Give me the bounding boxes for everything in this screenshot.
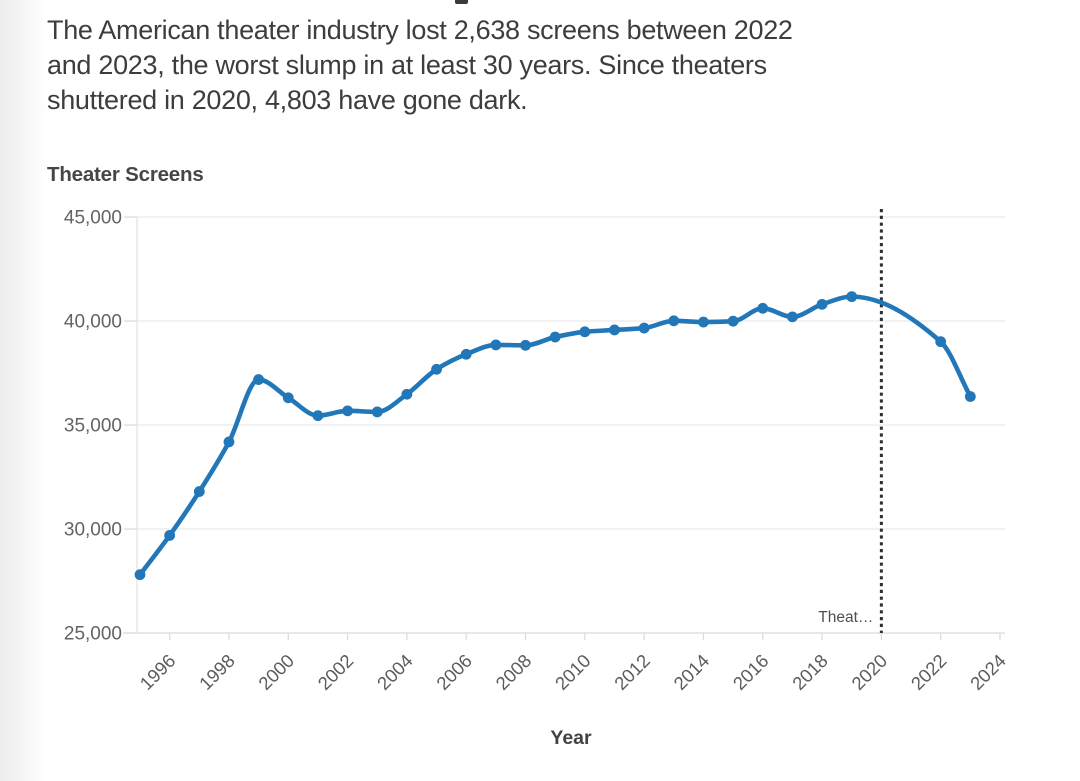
y-tick-label: 30,000 [64, 520, 122, 541]
data-point [816, 298, 828, 310]
data-point [253, 374, 265, 385]
data-point [431, 363, 442, 375]
x-tick-label: 2000 [254, 650, 298, 694]
data-point [727, 315, 739, 327]
chart-title: Theater Screens [47, 163, 204, 186]
x-tick-label: 2002 [313, 650, 357, 694]
x-tick-label: 1996 [136, 650, 180, 694]
x-tick-label: 2020 [847, 650, 891, 694]
data-point [312, 410, 324, 422]
data-point [668, 315, 680, 327]
subtitle-line: shuttered in 2020, 4,803 have gone dark. [47, 85, 528, 115]
data-point [460, 348, 472, 360]
data-point [698, 316, 709, 328]
y-tick-label: 25,000 [64, 624, 122, 645]
left-edge-gradient [0, 0, 46, 781]
data-point [846, 291, 858, 303]
data-point [134, 569, 146, 581]
data-point [282, 392, 294, 404]
data-point [490, 339, 502, 351]
x-tick-label: 1998 [195, 650, 239, 694]
x-tick-label: 2008 [491, 650, 535, 694]
x-tick-label: 2004 [373, 650, 417, 694]
data-point [342, 405, 353, 417]
x-tick-label: 2006 [432, 650, 476, 694]
y-tick-label: 45,000 [64, 208, 122, 229]
data-point [164, 530, 176, 541]
x-tick-label: 2014 [669, 650, 713, 694]
reference-line-label: Theat… [818, 609, 873, 626]
x-tick-label: 2018 [788, 650, 832, 694]
x-tick-label: 2010 [551, 650, 595, 694]
data-point [964, 391, 976, 402]
data-point [520, 339, 531, 351]
data-point [935, 336, 947, 348]
x-tick-label: 2012 [610, 650, 654, 694]
x-tick-label: 2016 [729, 650, 773, 694]
data-point [401, 388, 413, 400]
data-point [549, 331, 561, 343]
data-point [193, 486, 205, 497]
clipped-headline-fragment [455, 0, 468, 4]
data-point [609, 324, 620, 336]
y-tick-label: 40,000 [64, 312, 122, 333]
chart-subtitle: The American theater industry lost 2,638… [47, 13, 987, 118]
y-tick-label: 35,000 [64, 416, 122, 437]
subtitle-line: and 2023, the worst slump in at least 30… [47, 50, 767, 80]
data-point [371, 406, 383, 418]
subtitle-line: The American theater industry lost 2,638… [47, 15, 793, 45]
x-tick-label: 2022 [907, 650, 951, 694]
x-tick-label: 2024 [966, 650, 1010, 694]
x-axis-title: Year [550, 727, 592, 749]
data-point [787, 311, 798, 323]
data-point [757, 302, 769, 314]
data-point [638, 322, 650, 334]
data-point [579, 326, 591, 338]
data-point [223, 436, 235, 448]
